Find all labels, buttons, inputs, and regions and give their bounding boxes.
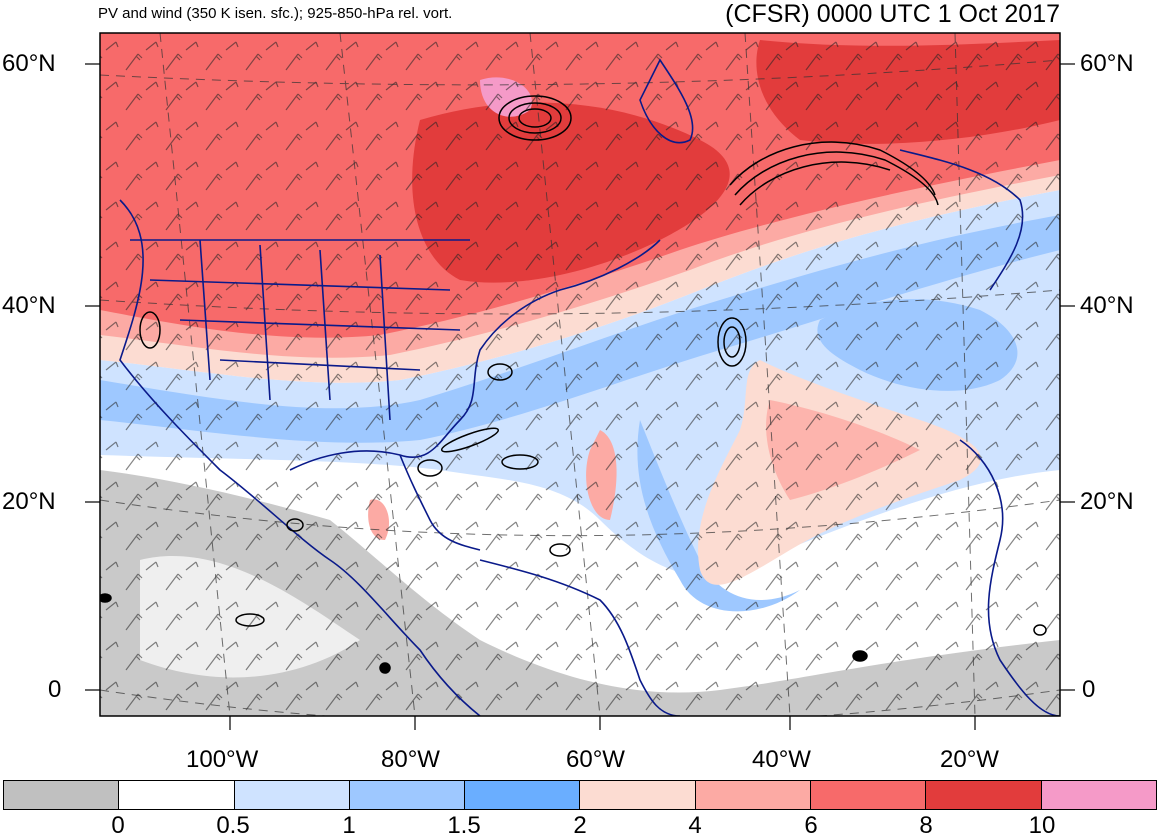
- map-title: (CFSR) 0000 UTC 1 Oct 2017: [725, 0, 1060, 28]
- lat-label-20n-right: 20°N: [1080, 488, 1134, 515]
- colorbar-label-10: 10: [1028, 812, 1056, 839]
- wind-barbs: [100, 33, 1060, 716]
- colorbar-segment-2: [234, 781, 350, 809]
- colorbar-label-0: 0: [111, 812, 125, 839]
- colorbar-label-8: 8: [919, 812, 933, 839]
- lat-label-20n-left: 20°N: [2, 488, 56, 515]
- colorbar-segment-3: [349, 781, 466, 809]
- colorbar-label-1: 1: [342, 812, 356, 839]
- colorbar-label-4: 4: [688, 812, 702, 839]
- colorbar-label-1-5: 1.5: [447, 812, 481, 839]
- lon-label-40w: 40°W: [752, 746, 811, 773]
- colorbar-segment-7: [811, 781, 927, 809]
- lat-label-eq-left: 0: [48, 676, 62, 703]
- tick-marks: [85, 63, 1075, 730]
- colorbar-label-6: 6: [804, 812, 818, 839]
- lon-label-20w: 20°W: [940, 746, 999, 773]
- colorbar-label-0-5: 0.5: [216, 812, 250, 839]
- lat-label-40n-right: 40°N: [1080, 292, 1134, 319]
- lat-label-60n-left: 60°N: [2, 50, 56, 77]
- lat-label-eq-right: 0: [1082, 676, 1096, 703]
- colorbar-segment-5: [580, 781, 696, 809]
- colorbar-segment-6: [695, 781, 812, 809]
- lat-label-60n-right: 60°N: [1080, 50, 1134, 77]
- graticule: [100, 33, 1060, 716]
- map-subtitle: PV and wind (350 K isen. sfc.); 925-850-…: [98, 5, 453, 22]
- lon-label-60w: 60°W: [566, 746, 625, 773]
- vorticity-contours: [100, 95, 1047, 674]
- colorbar-segment-4: [465, 781, 581, 809]
- map-panel: [85, 32, 1075, 730]
- map-frame: [99, 32, 1061, 717]
- lon-label-100w: 100°W: [186, 746, 259, 773]
- colorbar-segment-9: [1041, 781, 1156, 809]
- colorbar-segment-1: [119, 781, 235, 809]
- colorbar: [3, 780, 1157, 810]
- coastlines: [119, 58, 1060, 716]
- lat-label-40n-left: 40°N: [2, 292, 56, 319]
- colorbar-segment-8: [926, 781, 1042, 809]
- colorbar-segment-0: [4, 781, 120, 809]
- colorbar-label-2: 2: [573, 812, 587, 839]
- lon-label-80w: 80°W: [381, 746, 440, 773]
